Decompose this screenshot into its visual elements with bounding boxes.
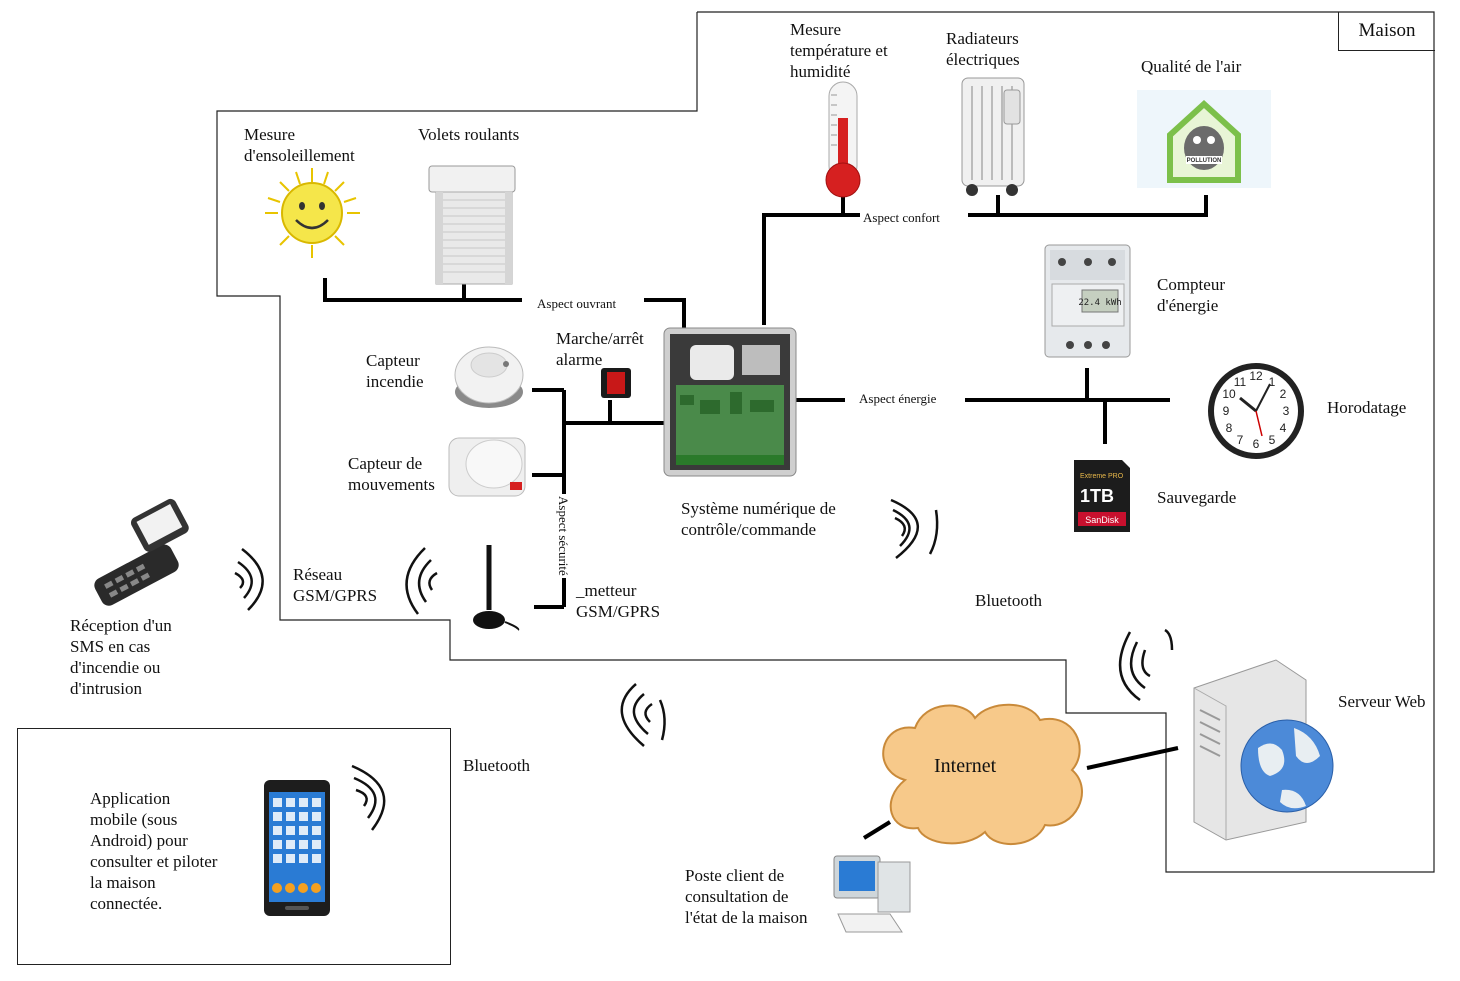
internet-label: Internet — [934, 755, 997, 777]
svg-text:6: 6 — [1253, 437, 1260, 451]
bluetooth-house-label: Bluetooth — [975, 591, 1043, 610]
client-pc-icon — [833, 855, 911, 933]
svg-text:3: 3 — [1283, 404, 1290, 418]
sd-card-icon: Extreme PRO 1TB SanDisk — [1074, 460, 1130, 532]
house-outline — [216, 11, 1435, 873]
house-title: Maison — [1338, 12, 1435, 51]
motion-sensor-label: Capteur de mouvements — [348, 454, 435, 494]
radiators-label: Radiateurs électriques — [946, 29, 1020, 69]
svg-text:7: 7 — [1237, 433, 1244, 447]
backup-label: Sauvegarde — [1157, 488, 1237, 507]
smartphone-icon — [264, 780, 330, 916]
aspect-securite-label: Aspect sécurité — [555, 494, 571, 578]
gsm-emitter-label: _metteur GSM/GPRS — [576, 581, 661, 621]
timestamp-label: Horodatage — [1327, 398, 1407, 417]
flip-phone-icon — [70, 498, 201, 611]
svg-text:8: 8 — [1226, 421, 1233, 435]
roller-shutter-icon — [428, 165, 516, 285]
sun-icon — [265, 168, 360, 258]
energy-meter-icon: 22.4 kWh — [1044, 244, 1131, 358]
aspect-ouvrant-label: Aspect ouvrant — [534, 296, 620, 312]
controller-label: Système numérique de contrôle/commande — [681, 499, 836, 539]
air-quality-label: Qualité de l'air — [1141, 57, 1242, 76]
antenna-icon — [473, 545, 520, 631]
signal-server — [1118, 628, 1174, 702]
smoke-detector-icon — [454, 346, 524, 408]
fire-sensor-label: Capteur incendie — [366, 351, 424, 391]
signal-app-bluetooth — [351, 764, 386, 831]
air-quality-icon: POLLUTION — [1137, 90, 1271, 188]
mobile-app-label: Application mobile (sous Android) pour c… — [90, 789, 218, 913]
signal-arcs — [234, 498, 1174, 831]
meter-display: 22.4 kWh — [1078, 298, 1121, 308]
motion-sensor-icon — [448, 437, 526, 497]
gsm-network-label: Réseau GSM/GPRS — [293, 565, 378, 605]
signal-house-bluetooth — [890, 498, 939, 559]
thermometer-icon — [825, 81, 861, 198]
svg-text:4: 4 — [1280, 421, 1287, 435]
sd-size: 1TB — [1080, 486, 1114, 506]
mobile-app-box — [17, 728, 451, 965]
svg-text:2: 2 — [1280, 387, 1287, 401]
svg-text:12: 12 — [1249, 369, 1263, 383]
shutters-label: Volets roulants — [418, 125, 520, 144]
web-server-label: Serveur Web — [1338, 692, 1426, 711]
temperature-label: Mesure température et humidité — [790, 20, 888, 81]
internet-cloud-icon — [882, 703, 1083, 845]
sd-maker: SanDisk — [1085, 515, 1119, 525]
svg-text:11: 11 — [1234, 375, 1247, 389]
controller-box-icon — [663, 327, 797, 477]
svg-text:9: 9 — [1223, 404, 1230, 418]
sms-reception-label: Réception d'un SMS en cas d'incendie ou … — [70, 616, 172, 698]
client-station-label: Poste client de consultation de l'état d… — [685, 866, 808, 927]
sd-brand: Extreme PRO — [1080, 473, 1124, 480]
aspect-energie-label: Aspect énergie — [856, 391, 940, 407]
svg-text:10: 10 — [1222, 387, 1236, 401]
signal-app-bluetooth-low — [620, 683, 666, 747]
signal-gsm-right — [405, 547, 438, 615]
bluetooth-app-label: Bluetooth — [463, 756, 531, 775]
aspect-confort-label: Aspect confort — [860, 210, 943, 226]
web-server-icon — [1193, 659, 1334, 841]
alarm-switch-label: Marche/arrêt alarme — [556, 329, 644, 369]
alarm-switch-icon — [601, 368, 631, 398]
pollution-text: POLLUTION — [1187, 158, 1222, 164]
svg-text:5: 5 — [1269, 433, 1276, 447]
energy-meter-label: Compteur d'énergie — [1157, 275, 1225, 315]
svg-text:1: 1 — [1269, 375, 1276, 389]
sunlight-label: Mesure d'ensoleillement — [244, 125, 355, 165]
radiator-icon — [961, 77, 1025, 196]
signal-gsm-left — [234, 548, 264, 611]
